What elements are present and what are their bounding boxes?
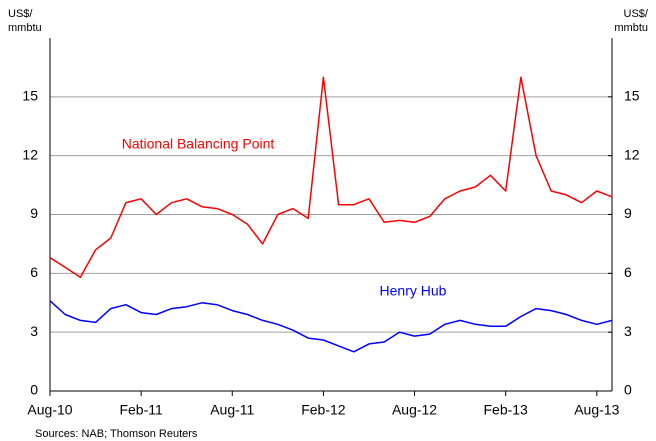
x-tick-label: Feb-13 — [483, 402, 528, 418]
series-line — [49, 76, 613, 279]
y-tick-label: 0 — [30, 382, 38, 398]
y-label: US$/ — [8, 8, 33, 20]
annotation: National Balancing Point — [122, 136, 275, 152]
y-tick-label: 12 — [22, 146, 38, 162]
x-tick-label: Aug-11 — [210, 402, 254, 418]
series-line — [49, 300, 613, 353]
y-tick-label: 9 — [30, 205, 38, 221]
y2-tick-label: 12 — [624, 146, 640, 162]
x-tick-label: Feb-12 — [301, 402, 346, 418]
x-tick-label: Aug-10 — [27, 402, 72, 418]
y-tick-label: 15 — [22, 88, 38, 104]
y2-label: mmbtu — [614, 22, 648, 34]
y2-tick-label: 0 — [624, 382, 632, 398]
y-label: mmbtu — [8, 22, 42, 34]
y2-tick-label: 15 — [624, 88, 640, 104]
annotation: Henry Hub — [380, 283, 447, 299]
source: Sources: NAB; Thomson Reuters — [35, 428, 198, 440]
y-tick-label: 3 — [30, 323, 38, 339]
y2-tick-label: 9 — [624, 205, 632, 221]
x-tick-label: Aug-12 — [392, 402, 437, 418]
x-tick-label: Feb-11 — [119, 402, 163, 418]
y2-tick-label: 3 — [624, 323, 632, 339]
y2-label: US$/ — [624, 8, 649, 20]
x-tick-label: Aug-13 — [574, 402, 619, 418]
y-tick-label: 6 — [30, 264, 38, 280]
y2-tick-label: 6 — [624, 264, 632, 280]
